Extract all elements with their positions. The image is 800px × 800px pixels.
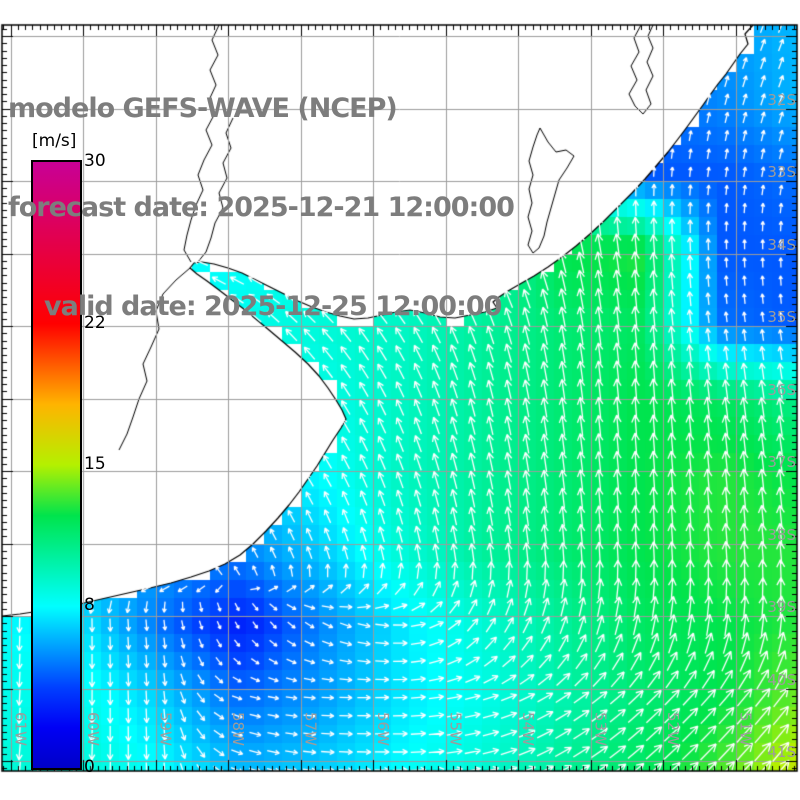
lat-label: 41S <box>767 743 796 761</box>
lat-label: 33S <box>767 163 796 181</box>
colorbar-tick-label: 8 <box>84 595 95 616</box>
lon-label: 53W <box>591 712 610 746</box>
lon-label: 61W <box>11 712 30 746</box>
lat-label: 40S <box>767 670 796 689</box>
lon-label: 56W <box>374 712 392 746</box>
colorbar-tick-label: 22 <box>84 312 106 333</box>
colorbar-unit-label: [m/s] <box>32 131 77 151</box>
lon-label: 51W <box>736 712 755 746</box>
lat-label: 34S <box>767 235 796 254</box>
lon-label: 60W <box>84 712 102 746</box>
valid-date-line: valid date: 2025-12-25 12:00:00 <box>44 291 502 322</box>
lat-label: 37S <box>767 453 796 471</box>
model-title: modelo GEFS-WAVE (NCEP) <box>8 93 398 124</box>
colorbar-tick-label: 30 <box>84 151 106 171</box>
lat-label: 35S <box>767 308 796 326</box>
lat-label: 38S <box>767 525 796 544</box>
lon-label: 52W <box>664 712 682 746</box>
lat-label: 36S <box>767 380 796 399</box>
lat-label: 32S <box>767 90 796 109</box>
lon-label: 57W <box>301 712 320 746</box>
forecast-date-line: forecast date: 2025-12-21 12:00:00 <box>8 192 515 223</box>
lon-label: 58W <box>229 712 247 746</box>
map-title-block: modelo GEFS-WAVE (NCEP) forecast date: 2… <box>8 26 515 389</box>
lon-label: 59W <box>156 712 175 746</box>
colorbar-gradient <box>31 160 82 770</box>
lon-label: 54W <box>519 712 537 746</box>
colorbar-tick-label: 0 <box>84 757 95 777</box>
lat-label: 39S <box>767 598 796 616</box>
colorbar-tick-label: 15 <box>84 454 106 474</box>
lon-label: 55W <box>446 712 465 746</box>
